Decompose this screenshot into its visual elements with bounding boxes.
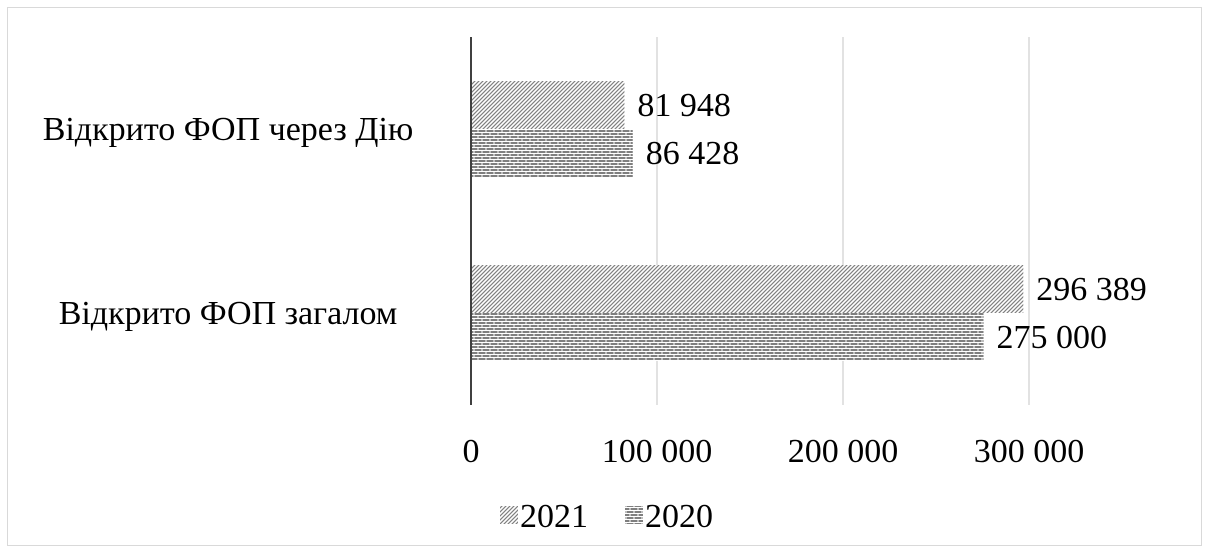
bar-2021 [472,265,1024,313]
x-tick-label: 300 000 [974,433,1085,470]
legend-label: 2020 [645,498,713,535]
legend: 2021 2020 [500,498,713,535]
legend-label: 2021 [520,498,588,535]
legend-swatch-2021 [500,506,518,524]
labels: 0 100 000 200 000 300 000 Відкрито ФОП через… [43,87,1147,470]
legend-swatch-2020 [625,506,643,524]
bar-2021 [472,81,625,129]
bars [472,81,1024,361]
bar-2020 [472,129,633,177]
category-label: Відкрито ФОП через Дію [43,111,414,148]
category-label: Відкрито ФОП загалом [59,295,398,332]
data-label: 296 389 [1036,271,1147,308]
data-label: 86 428 [646,135,740,172]
x-tick-label: 200 000 [788,433,899,470]
bar-2020 [472,313,984,361]
data-label: 275 000 [997,319,1108,356]
x-tick-label: 0 [463,433,480,470]
data-label: 81 948 [637,87,731,124]
x-tick-label: 100 000 [602,433,713,470]
